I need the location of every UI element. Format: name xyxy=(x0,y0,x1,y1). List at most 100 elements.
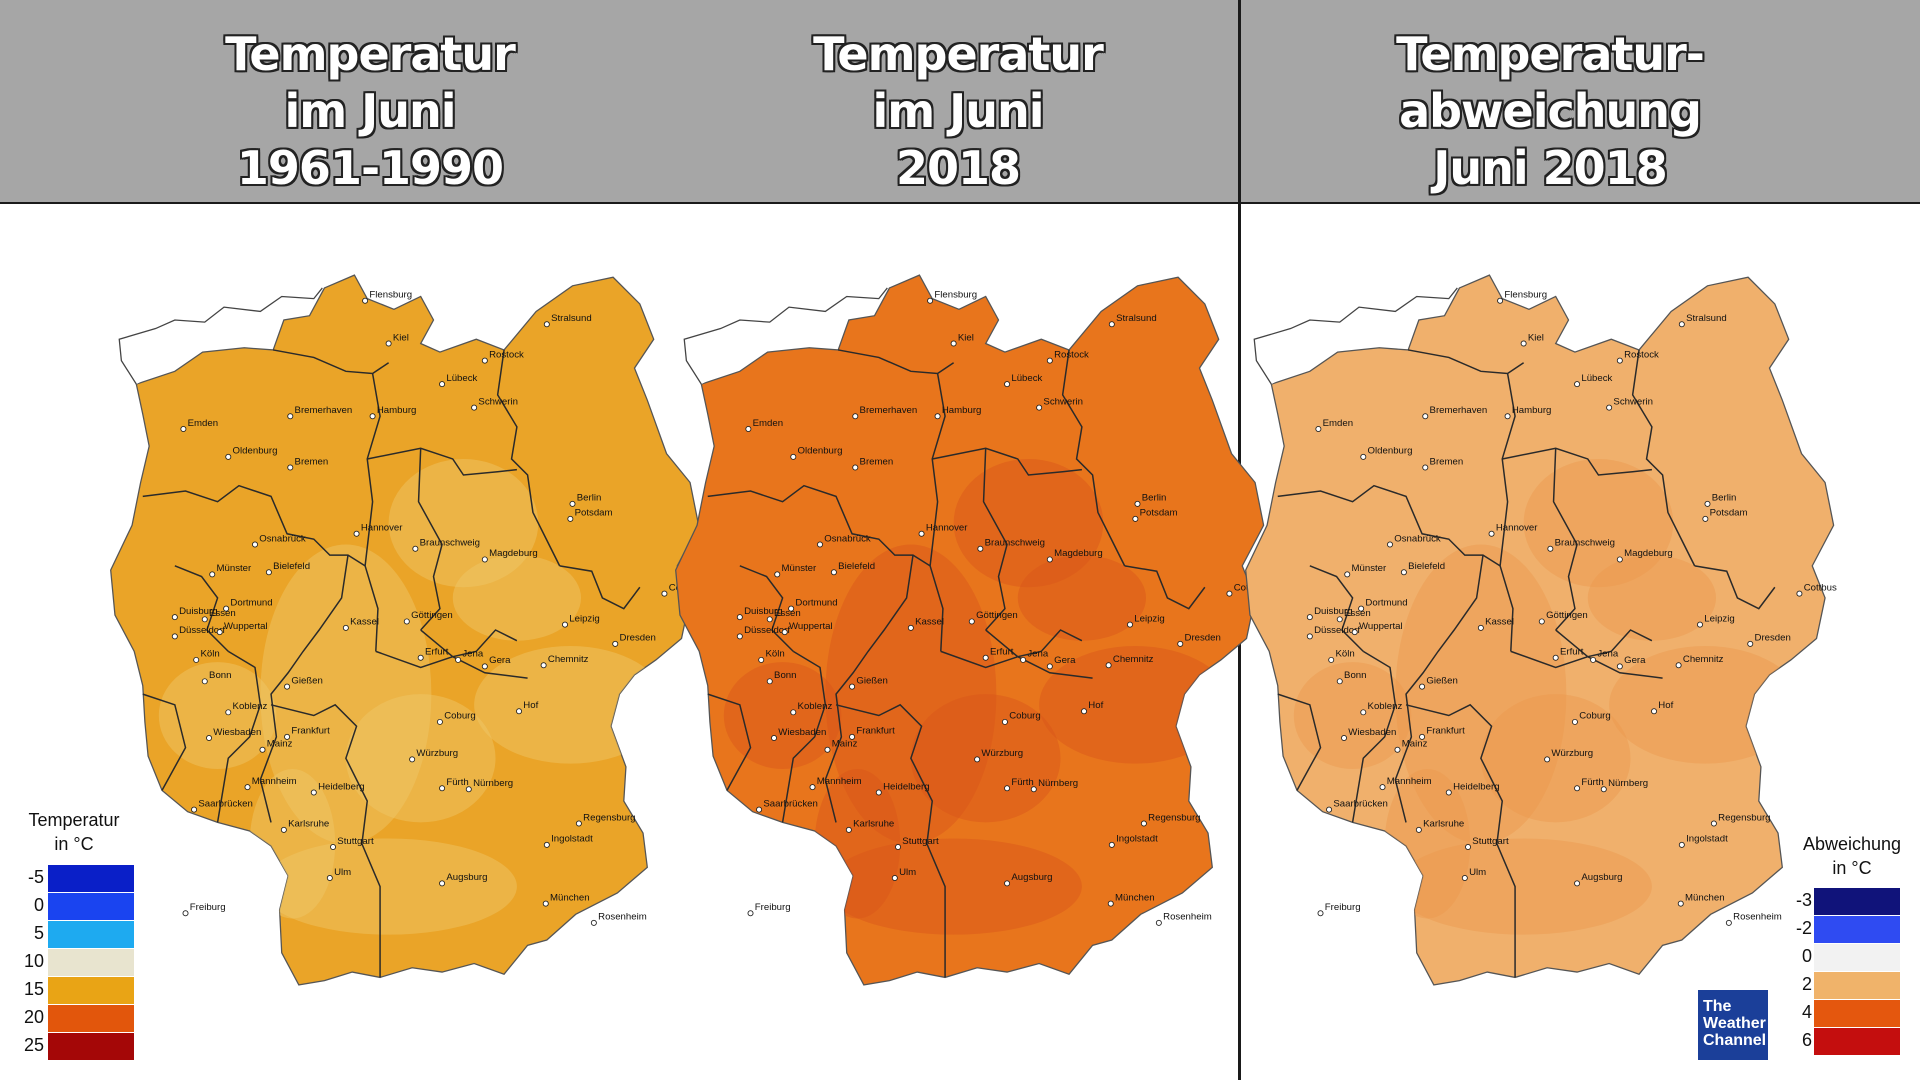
city-label: Regensburg xyxy=(1718,812,1770,823)
city-dot xyxy=(849,733,856,740)
city-dot xyxy=(612,640,619,647)
temperature-patch xyxy=(1523,458,1674,588)
city-dot xyxy=(1678,321,1685,328)
city-label: Emden xyxy=(1323,418,1353,429)
city-dot xyxy=(1616,663,1623,670)
city-label: Berlin xyxy=(577,493,602,504)
city-dot xyxy=(1155,919,1162,926)
city-dot xyxy=(1461,875,1468,881)
city-dot xyxy=(590,919,597,926)
city-label: Emden xyxy=(753,418,783,429)
city-dot xyxy=(891,875,898,881)
city-label: Rosenheim xyxy=(598,912,647,923)
city-dot xyxy=(1134,500,1141,507)
city-dot xyxy=(1477,624,1484,631)
city-label: Dortmund xyxy=(230,597,272,608)
city-dot xyxy=(1574,880,1581,887)
city-label: Frankfurt xyxy=(1426,726,1465,737)
city-dot xyxy=(280,826,287,833)
legend-right: -3 -2 0 2 4 6 xyxy=(1776,888,1900,1058)
city-label: Nürnberg xyxy=(1038,778,1078,789)
city-dot xyxy=(927,297,934,304)
city-dot xyxy=(1697,621,1703,628)
state-border xyxy=(259,555,349,823)
weather-channel-logo: The Weather Channel xyxy=(1698,990,1768,1060)
legend-right-title: Abweichung in °C xyxy=(1782,832,1920,880)
city-label: München xyxy=(550,892,590,903)
city-dot xyxy=(1360,709,1367,716)
temperature-patch xyxy=(260,838,517,935)
germany-map-2: Flensburg Kiel Stralsund Rostock Lübeck Schwe… xyxy=(675,274,1267,986)
state-border xyxy=(1124,565,1206,610)
city-dot xyxy=(830,569,837,576)
city-label: Essen xyxy=(209,608,236,619)
city-dot xyxy=(567,515,574,522)
city-dot xyxy=(182,910,189,917)
city-dot xyxy=(1677,900,1684,907)
city-label: Heidelberg xyxy=(1453,781,1499,792)
city-dot xyxy=(1336,616,1343,623)
city-label: Wuppertal xyxy=(1359,621,1403,632)
city-dot xyxy=(1574,785,1581,792)
city-label: München xyxy=(1115,892,1155,903)
state-border xyxy=(1061,349,1126,567)
city-label: Bonn xyxy=(774,670,796,681)
city-label: Nürnberg xyxy=(1608,778,1648,789)
legend-left-title-line-1: Temperatur xyxy=(28,810,120,830)
city-label: Koblenz xyxy=(798,701,833,712)
city-dot xyxy=(516,708,523,715)
city-dot xyxy=(1306,614,1313,621)
city-label: Ulm xyxy=(334,867,351,878)
temperature-patch xyxy=(1293,662,1412,769)
city-dot xyxy=(1107,900,1114,907)
city-dot xyxy=(201,678,208,685)
city-dot xyxy=(1504,413,1511,420)
city-dot xyxy=(1004,381,1011,388)
city-label: Dresden xyxy=(1755,633,1791,644)
city-label: Jena xyxy=(1597,649,1618,660)
city-dot xyxy=(790,709,797,716)
title-panel-1: Temperatur im Juni 1961-1990 xyxy=(110,26,630,197)
city-label: Osnabrück xyxy=(1394,533,1441,544)
state-border xyxy=(929,373,946,652)
city-dot xyxy=(562,621,568,628)
city-dot xyxy=(569,500,576,507)
city-dot xyxy=(774,571,781,578)
coastline xyxy=(683,287,888,385)
city-label: Düsseldorf xyxy=(1314,625,1360,636)
city-label: Wuppertal xyxy=(224,621,268,632)
city-label: Regensburg xyxy=(583,812,635,823)
city-label: Gera xyxy=(1054,655,1076,666)
legend-left-title: Temperatur in °C xyxy=(12,808,136,856)
city-dot xyxy=(852,464,859,471)
city-dot xyxy=(1358,605,1365,612)
city-label: Ingolstadt xyxy=(1686,834,1728,845)
state-border xyxy=(1408,349,1525,375)
city-label: Gießen xyxy=(1426,675,1458,686)
city-label: Nürnberg xyxy=(473,778,513,789)
city-label: Stuttgart xyxy=(337,836,374,847)
city-dot xyxy=(1547,545,1554,552)
city-label: Emden xyxy=(188,418,218,429)
legend-left-title-line-2: in °C xyxy=(54,834,94,854)
city-dot xyxy=(1081,708,1088,715)
city-label: Lübeck xyxy=(1581,373,1612,384)
city-label: Essen xyxy=(1344,608,1371,619)
legend-swatch xyxy=(48,977,134,1004)
city-label: Freiburg xyxy=(1325,902,1361,913)
city-dot xyxy=(1344,571,1351,578)
city-dot xyxy=(259,746,266,753)
city-dot xyxy=(1616,357,1623,364)
temperature-patch xyxy=(1480,694,1631,823)
city-label: Fürth xyxy=(1011,777,1033,788)
city-dot xyxy=(1552,654,1559,661)
legend-swatch xyxy=(48,949,134,976)
city-label: Stuttgart xyxy=(1472,836,1509,847)
city-label: Lübeck xyxy=(446,373,477,384)
legend-label: 6 xyxy=(1801,1030,1812,1050)
title-1-line-3: 1961-1990 xyxy=(236,141,504,195)
city-label: Bremen xyxy=(1430,456,1464,467)
city-label: Stralsund xyxy=(1116,313,1157,324)
city-dot xyxy=(284,733,291,740)
city-label: Gera xyxy=(1624,655,1646,666)
